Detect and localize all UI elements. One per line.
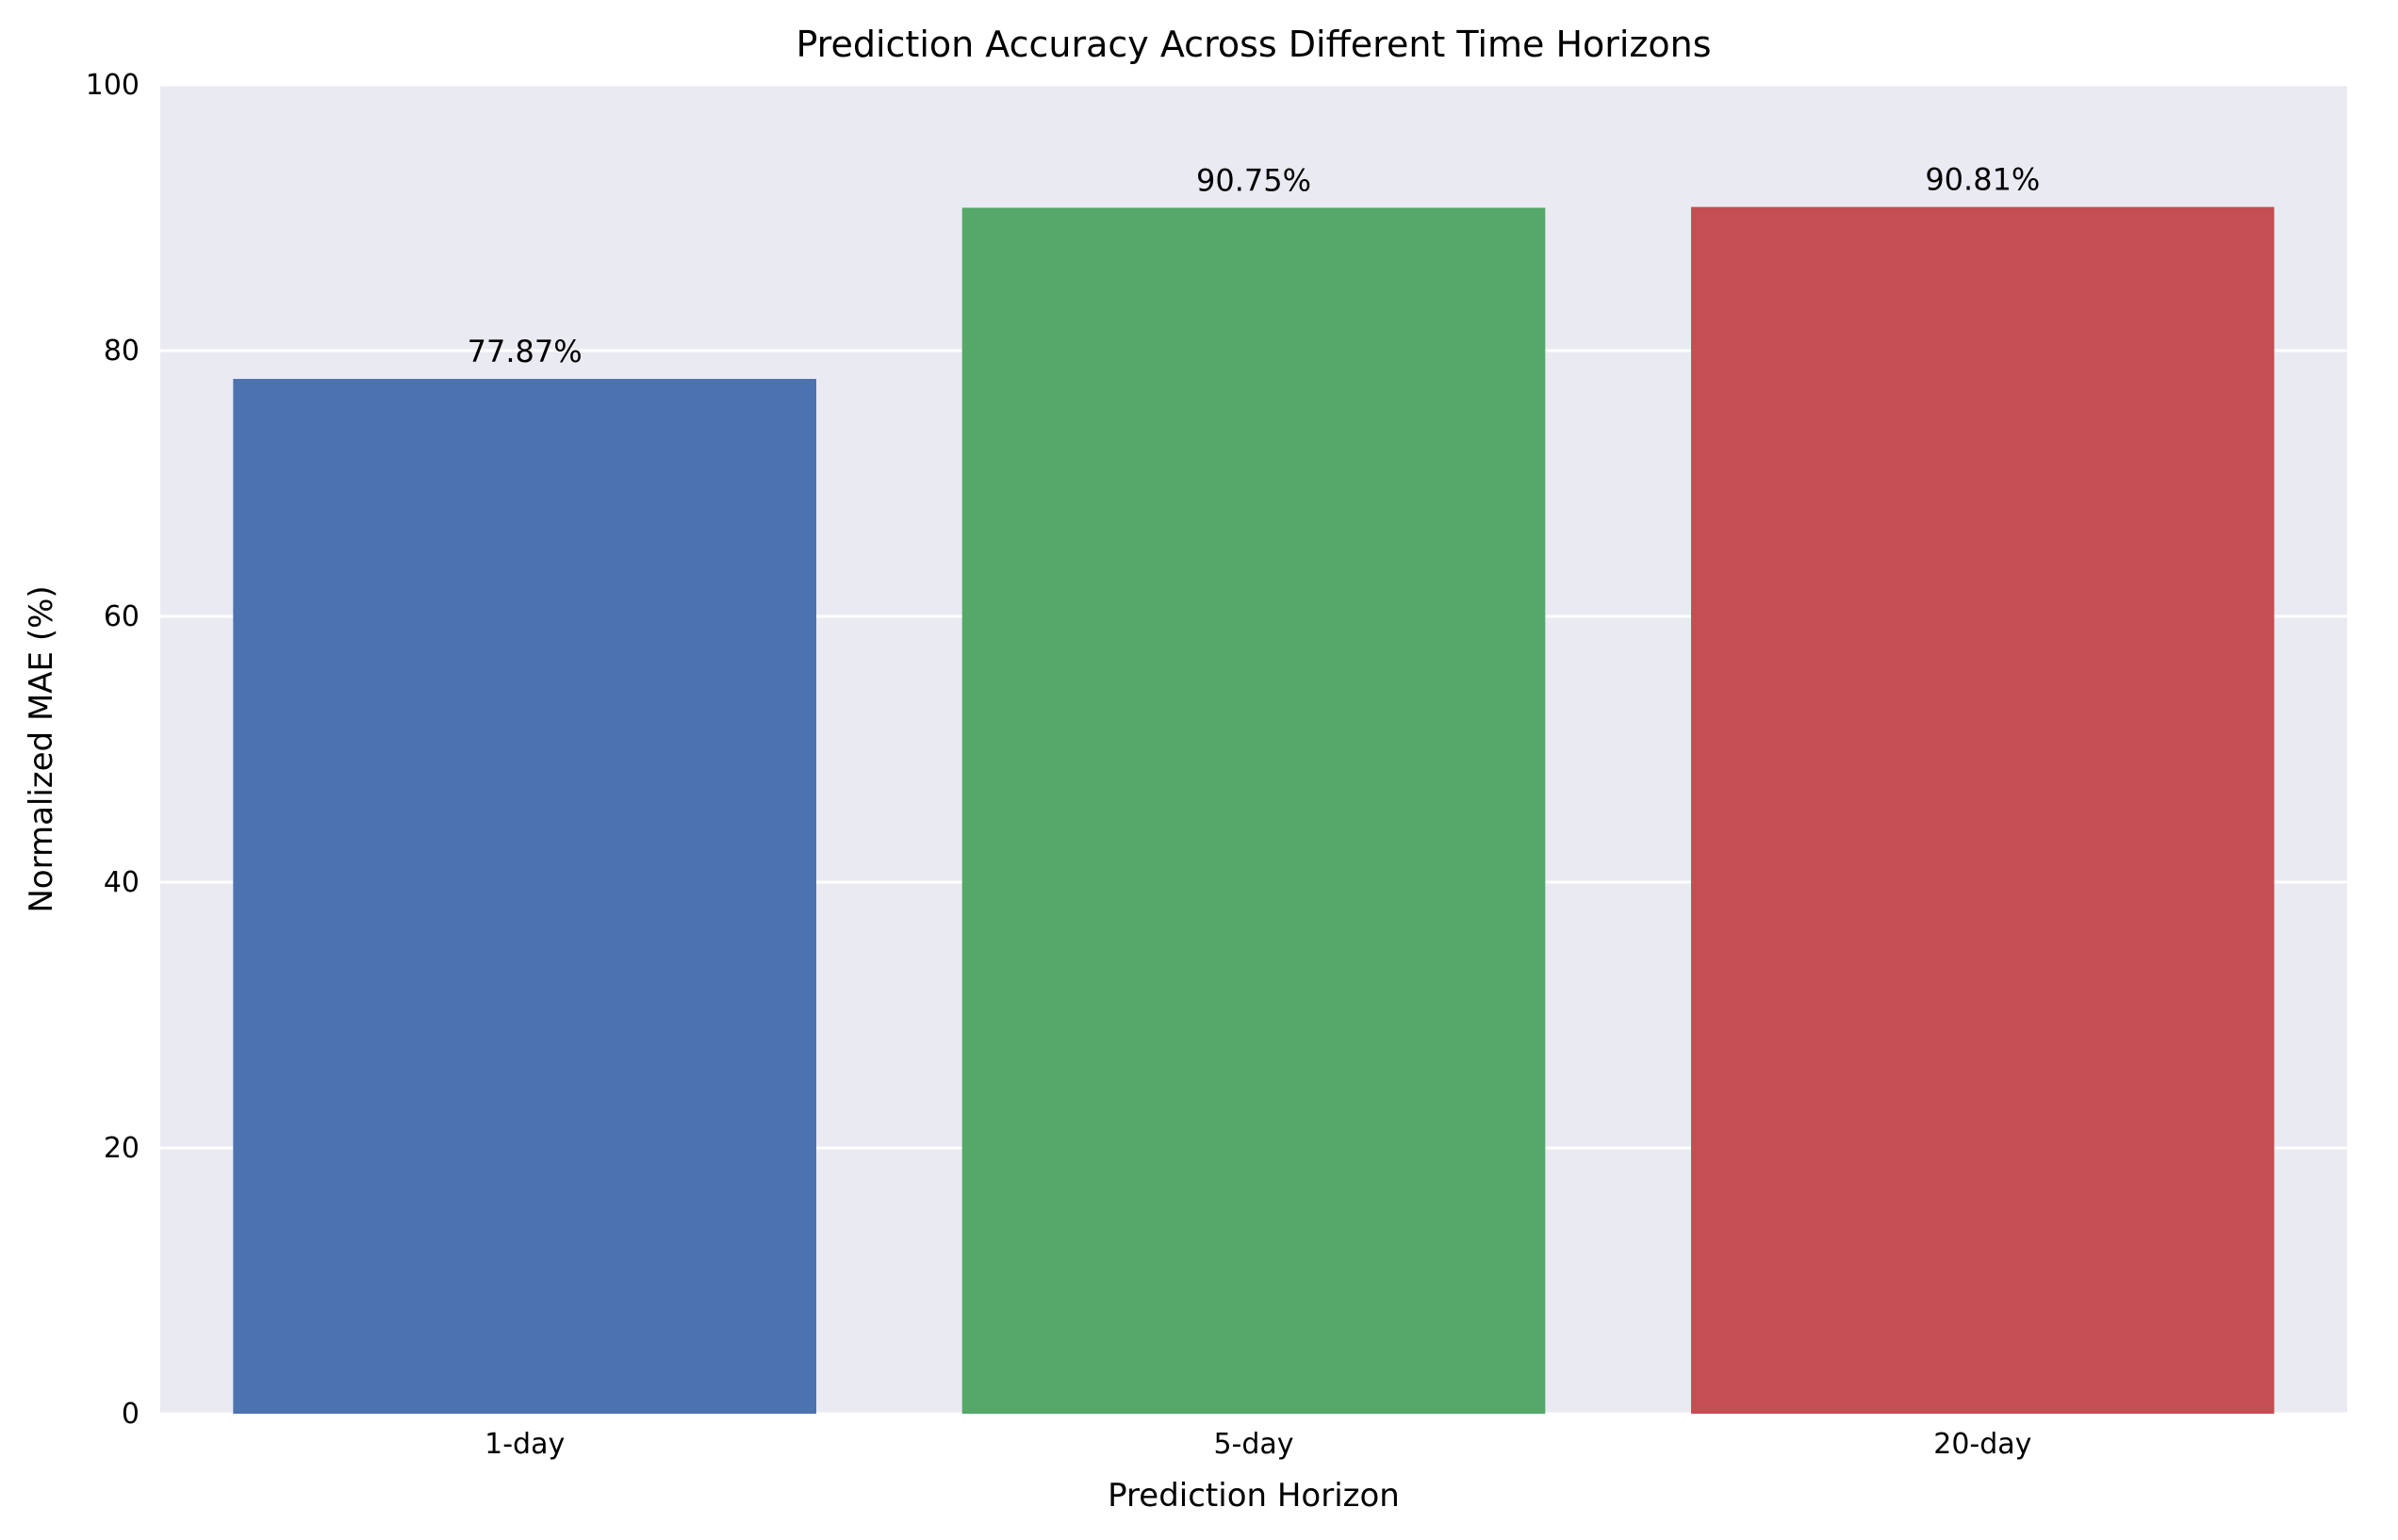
x-tick-label: 5-day bbox=[1213, 1428, 1293, 1461]
bar-value-label: 90.81% bbox=[1925, 162, 2040, 198]
bar bbox=[1691, 207, 2275, 1414]
y-tick-label: 20 bbox=[104, 1132, 140, 1165]
x-axis-label: Prediction Horizon bbox=[1108, 1477, 1400, 1515]
x-tick-label: 20-day bbox=[1933, 1428, 2031, 1461]
x-tick-label: 1-day bbox=[485, 1428, 565, 1461]
chart-svg: 0 20 40 60 80 100 77.87% 1-day 90.75% 5-day 90.81%… bbox=[0, 0, 2398, 1540]
bar-value-label: 90.75% bbox=[1196, 162, 1311, 198]
y-tick-label: 0 bbox=[122, 1398, 140, 1431]
y-tick-label: 60 bbox=[104, 600, 140, 633]
y-tick-label: 40 bbox=[104, 866, 140, 899]
bar bbox=[962, 207, 1546, 1414]
y-tick-label: 100 bbox=[86, 69, 140, 102]
chart-title: Prediction Accuracy Across Different Tim… bbox=[796, 24, 1711, 65]
bar-value-label: 77.87% bbox=[468, 334, 583, 369]
bar bbox=[233, 379, 816, 1414]
y-tick-label: 80 bbox=[104, 335, 140, 368]
chart-container: 0 20 40 60 80 100 77.87% 1-day 90.75% 5-day 90.81%… bbox=[0, 0, 2398, 1540]
y-axis-label: Normalized MAE (%) bbox=[23, 585, 60, 912]
